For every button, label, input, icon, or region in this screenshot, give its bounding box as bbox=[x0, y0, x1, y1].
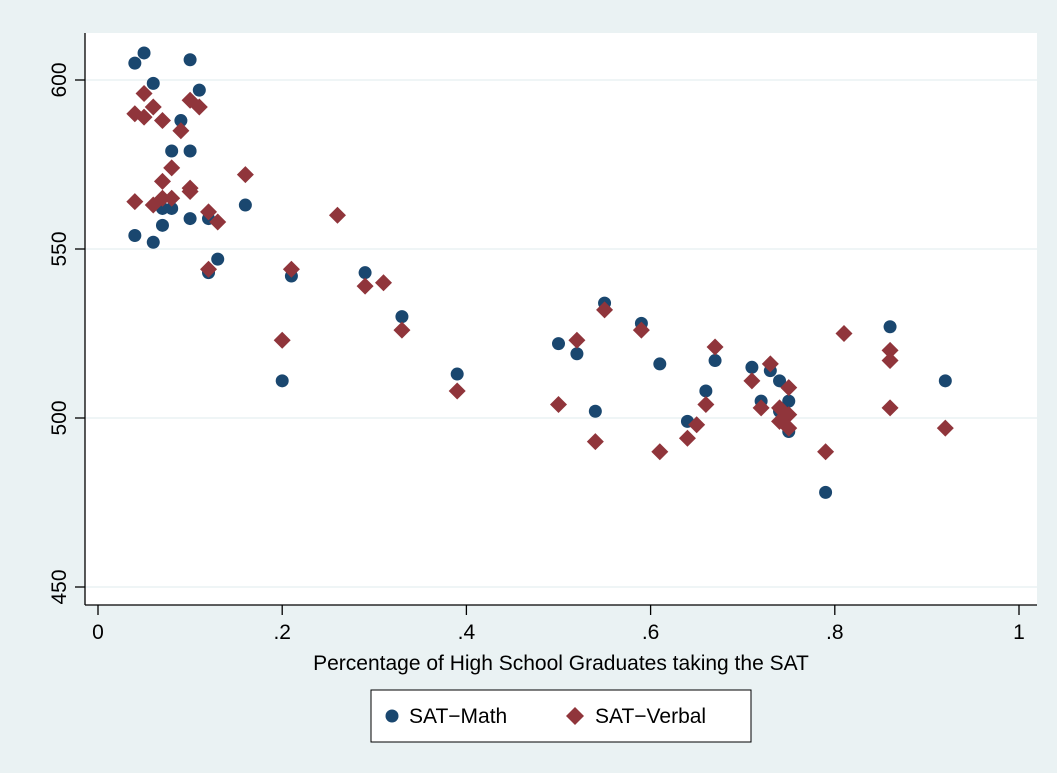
x-tick-label: .2 bbox=[273, 621, 291, 644]
legend: SAT−Math SAT−Verbal bbox=[370, 689, 752, 743]
data-point-sat-math bbox=[588, 404, 602, 418]
data-point-sat-math bbox=[183, 144, 197, 158]
data-point-sat-verbal bbox=[568, 331, 586, 349]
data-point-sat-verbal bbox=[835, 325, 853, 342]
data-point-sat-verbal bbox=[209, 213, 227, 231]
data-point-sat-verbal bbox=[393, 321, 411, 339]
data-point-sat-verbal bbox=[356, 277, 374, 295]
data-point-sat-verbal bbox=[273, 331, 291, 349]
x-tick-label: 0 bbox=[92, 621, 104, 644]
axes: 450 500 550 600 0 .2 .4 .6 .8 1 bbox=[48, 33, 1037, 644]
data-point-sat-verbal bbox=[200, 203, 218, 221]
data-point-sat-math bbox=[155, 218, 169, 232]
data-point-sat-verbal bbox=[153, 189, 171, 207]
data-point-sat-math bbox=[165, 144, 179, 158]
data-point-sat-verbal bbox=[163, 159, 181, 177]
data-point-sat-math bbox=[192, 83, 206, 97]
data-point-sat-math bbox=[745, 360, 759, 374]
data-point-sat-verbal bbox=[586, 433, 604, 451]
data-point-sat-verbal bbox=[153, 112, 171, 130]
data-point-sat-math bbox=[773, 374, 787, 388]
data-points bbox=[126, 46, 954, 499]
data-point-sat-math bbox=[211, 252, 225, 266]
data-point-sat-math bbox=[570, 347, 584, 361]
data-point-sat-math bbox=[146, 235, 160, 249]
data-point-sat-math bbox=[653, 357, 667, 371]
data-point-sat-verbal bbox=[780, 406, 798, 424]
x-tick-label: .4 bbox=[458, 621, 476, 644]
grid-lines bbox=[85, 79, 1037, 588]
data-point-sat-math bbox=[782, 394, 796, 408]
data-point-sat-verbal bbox=[135, 85, 153, 103]
x-tick-label: .8 bbox=[826, 621, 844, 644]
y-tick-label: 600 bbox=[48, 62, 71, 97]
data-point-sat-math bbox=[183, 53, 197, 67]
data-point-sat-math bbox=[552, 337, 565, 351]
data-point-sat-math bbox=[165, 201, 179, 215]
data-point-sat-verbal bbox=[181, 183, 199, 201]
data-point-sat-verbal bbox=[328, 206, 346, 224]
data-point-sat-verbal bbox=[651, 443, 669, 461]
data-point-sat-verbal bbox=[126, 193, 144, 211]
data-point-sat-math bbox=[938, 374, 952, 388]
legend-marker-sat-math bbox=[385, 709, 399, 723]
data-point-sat-verbal bbox=[282, 260, 300, 278]
data-point-sat-verbal bbox=[236, 166, 254, 184]
data-point-sat-verbal bbox=[596, 301, 614, 319]
data-point-sat-math bbox=[275, 374, 289, 388]
data-point-sat-math bbox=[819, 485, 833, 499]
data-point-sat-math bbox=[450, 367, 464, 381]
data-point-sat-verbal bbox=[135, 108, 153, 126]
data-point-sat-verbal bbox=[936, 419, 954, 437]
data-point-sat-math bbox=[708, 354, 722, 368]
data-point-sat-verbal bbox=[190, 98, 208, 116]
plot-area bbox=[85, 33, 1037, 605]
data-point-sat-math bbox=[128, 56, 142, 70]
data-point-sat-verbal bbox=[172, 122, 190, 140]
legend-marker-sat-verbal bbox=[566, 707, 584, 725]
x-tick-label: .6 bbox=[642, 621, 660, 644]
data-point-sat-verbal bbox=[550, 395, 567, 413]
data-point-sat-math bbox=[238, 198, 252, 212]
data-point-sat-verbal bbox=[881, 341, 899, 359]
data-point-sat-verbal bbox=[688, 416, 706, 434]
data-point-sat-math bbox=[883, 320, 897, 334]
data-point-sat-verbal bbox=[780, 419, 798, 437]
y-tick-label: 550 bbox=[48, 231, 71, 266]
legend-box bbox=[370, 689, 752, 743]
data-point-sat-verbal bbox=[163, 189, 181, 207]
data-point-sat-math bbox=[137, 46, 151, 60]
data-point-sat-math bbox=[146, 76, 160, 90]
data-point-sat-verbal bbox=[144, 98, 162, 116]
data-point-sat-math bbox=[358, 266, 372, 280]
data-point-sat-verbal bbox=[153, 172, 171, 190]
data-point-sat-verbal bbox=[761, 355, 779, 373]
data-point-sat-verbal bbox=[678, 429, 696, 447]
data-point-sat-verbal bbox=[200, 260, 218, 278]
legend-label-sat-math: SAT−Math bbox=[409, 705, 507, 728]
data-point-sat-math bbox=[128, 228, 142, 242]
data-point-sat-verbal bbox=[697, 395, 715, 413]
data-point-sat-math bbox=[183, 212, 197, 226]
data-point-sat-math bbox=[174, 114, 188, 128]
data-point-sat-verbal bbox=[706, 338, 724, 356]
data-point-sat-verbal bbox=[780, 379, 798, 397]
data-point-sat-verbal bbox=[881, 399, 899, 417]
data-point-sat-verbal bbox=[375, 274, 393, 292]
y-tick-label: 500 bbox=[48, 400, 71, 435]
x-tick-label: 1 bbox=[1013, 621, 1025, 644]
data-point-sat-math bbox=[395, 310, 409, 324]
data-point-sat-verbal bbox=[817, 443, 835, 461]
legend-label-sat-verbal: SAT−Verbal bbox=[595, 705, 706, 728]
data-point-sat-verbal bbox=[448, 382, 466, 400]
data-point-sat-verbal bbox=[743, 372, 761, 390]
data-point-sat-verbal bbox=[752, 399, 770, 417]
data-point-sat-verbal bbox=[632, 321, 650, 339]
data-point-sat-verbal bbox=[881, 352, 899, 370]
x-axis-label: Percentage of High School Graduates taki… bbox=[313, 652, 809, 675]
data-point-sat-math bbox=[699, 384, 713, 398]
y-tick-label: 450 bbox=[48, 569, 71, 604]
